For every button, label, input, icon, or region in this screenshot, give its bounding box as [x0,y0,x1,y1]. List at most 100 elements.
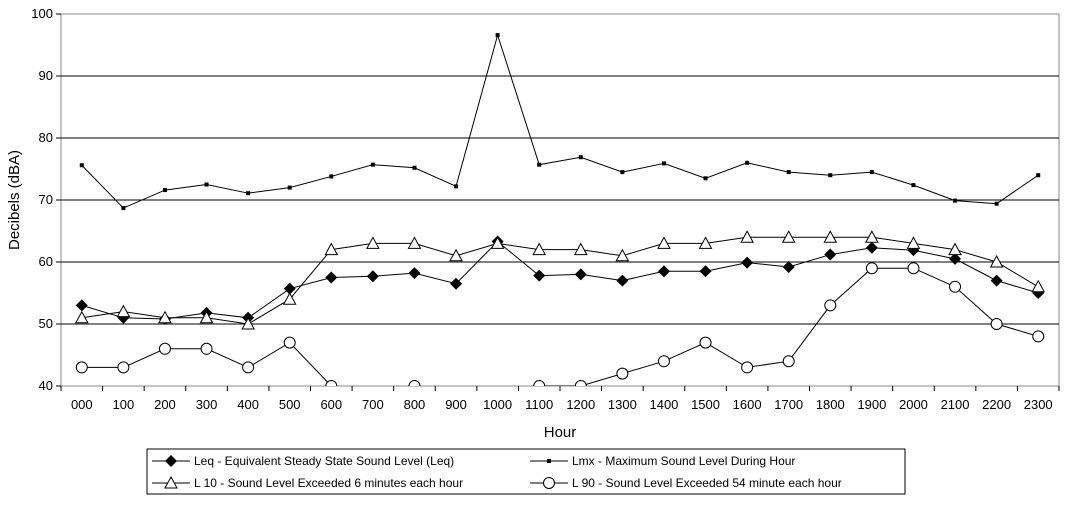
x-tick-label: 1200 [566,397,595,412]
data-point [865,230,879,243]
data-point [283,282,296,295]
data-point [994,201,999,206]
x-tick-label: 1400 [649,397,678,412]
data-point [615,248,630,262]
legend: Leq - Equivalent Steady State Sound Leve… [146,448,906,495]
data-point [657,236,671,249]
data-point [490,236,505,249]
x-tick-label: 800 [404,397,426,412]
data-point [781,230,796,243]
series-3 [74,230,1046,330]
data-point [241,316,255,330]
data-point [620,170,625,175]
data-point [121,206,126,211]
data-point [282,292,297,305]
x-tick-label: 2000 [899,397,928,412]
data-point [990,318,1003,330]
x-tick-label: 1100 [525,397,553,412]
x-tick-label: 1500 [691,397,720,412]
x-tick-label: 900 [445,397,467,412]
y-axis: 40 50 60 70 80 90 100 [31,6,61,393]
data-point [865,262,878,275]
y-tick-label: 80 [39,130,53,145]
x-tick-label: 1600 [733,397,762,412]
data-point [1036,173,1041,178]
data-point [449,248,463,262]
legend-marker-diamond-icon [165,455,177,467]
x-tick-label: 1800 [816,397,845,412]
grid-lines [61,75,1059,325]
y-tick-label: 50 [39,316,53,331]
data-point [745,160,750,165]
data-point [699,265,712,278]
legend-label-l90: L 90 - Sound Level Exceeded 54 minute ea… [572,476,842,490]
data-point [578,155,583,160]
data-point [204,182,209,187]
x-tick-label: 1000 [483,397,512,412]
data-point [532,242,547,256]
x-tick-label: 400 [237,397,259,412]
data-point [574,268,587,281]
data-point [573,242,588,256]
data-point [782,260,795,273]
series-line [81,240,1039,320]
data-point [366,236,380,249]
series-2 [79,33,1041,211]
x-tick-label: 600 [320,397,342,412]
x-tick-label: 2200 [982,397,1011,412]
data-point [911,183,916,188]
data-point [366,270,379,283]
data-point [75,299,88,312]
x-tick-label: 700 [362,397,384,412]
x-axis: 000 100 200 300 400 500 600 700 800 900 1000 1100 12… [60,386,1060,412]
data-point [246,191,251,196]
legend-label-l10: L 10 - Sound Level Exceeded 6 minutes ea… [194,476,463,490]
x-tick-label: 1700 [774,397,803,412]
data-point [865,241,878,254]
x-tick-label: 2100 [941,397,970,412]
data-point [823,230,838,243]
data-point [824,248,837,261]
data-point [329,174,334,179]
data-point [1032,330,1045,343]
data-point [703,176,708,181]
data-point [533,269,546,282]
y-axis-title: Decibels (dBA) [6,150,23,250]
x-tick-label: 200 [154,397,176,412]
series-4 [75,262,1045,386]
data-point [741,361,754,374]
legend-marker-triangle-icon [164,475,178,489]
data-point [949,280,962,293]
data-point [1031,279,1046,293]
legend-box [146,448,906,495]
x-tick-label: 500 [279,397,301,412]
data-point [953,198,958,203]
series-group [74,33,1046,386]
data-point [117,361,130,374]
data-point [869,170,874,175]
data-point [283,336,296,349]
data-point [906,236,921,249]
data-point [616,274,629,287]
y-tick-label: 60 [39,254,53,269]
x-axis-title: Hour [544,424,577,441]
legend-marker-circle-icon [543,477,555,489]
x-tick-label: 300 [196,397,218,412]
data-point [412,165,417,170]
data-point [116,304,131,318]
data-point [782,355,795,368]
data-point [948,242,962,256]
data-point [325,380,338,386]
data-point [574,380,587,386]
data-point [158,342,171,355]
data-point [740,230,754,243]
data-point [657,265,670,278]
legend-marker-square-icon [547,459,551,463]
data-point [324,242,339,256]
data-point [242,361,255,374]
data-point [75,361,88,374]
data-point [741,256,754,269]
data-point [79,163,84,168]
